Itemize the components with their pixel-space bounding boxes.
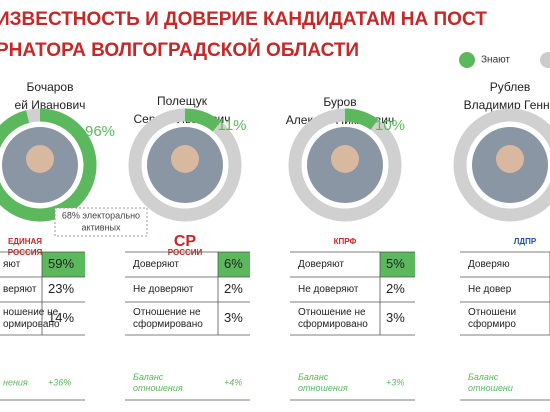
note: 68% электорально (62, 210, 140, 220)
row-label: яют (3, 259, 21, 270)
row-label: Не довер (468, 284, 512, 295)
row-value: 3% (386, 310, 405, 325)
row-label: веряют (3, 284, 37, 295)
donut-track (453, 108, 550, 222)
known-percent: 10% (375, 117, 405, 134)
row-value: 2% (386, 281, 405, 296)
row-label: Доверяю (468, 259, 510, 270)
candidate-name: Полещук (157, 94, 208, 108)
row-value: 3% (224, 310, 243, 325)
known-percent: 11% (218, 117, 247, 134)
balance-label: нения (3, 377, 28, 387)
balance-value: +36% (48, 377, 71, 387)
row-value: 2% (224, 281, 243, 296)
note-box (54, 207, 148, 237)
row-label: Доверяют (133, 259, 179, 270)
photo-face (171, 145, 199, 173)
candidate-name: Буров (323, 95, 356, 109)
balance-value: +4% (224, 377, 242, 387)
balance-value: +3% (386, 377, 404, 387)
row-label: сформировано (133, 318, 203, 330)
highlight-cell (380, 252, 415, 277)
party-logo: КПРФ (334, 237, 357, 246)
highlight-cell (218, 252, 250, 277)
donut-arc (0, 108, 97, 222)
balance-label: отношени (468, 383, 513, 393)
party-logo: СР (174, 233, 197, 250)
candidate-name: Рублев (490, 80, 531, 94)
donut-arc (344, 108, 379, 130)
title-line: ИЗВЕСТНОСТЬ И ДОВЕРИЕ КАНДИДАТАМ НА ПОСТ (0, 9, 487, 30)
row-label: сформиро (468, 318, 516, 330)
candidate-name: Бочаров (27, 80, 74, 94)
donut-arc (184, 108, 222, 132)
row-value: 14% (48, 310, 74, 325)
candidate-name: Владимир Генна (464, 98, 550, 112)
party-logo: РОССИЯ (8, 248, 43, 257)
row-label: Не доверяют (298, 284, 359, 295)
note: активных (82, 222, 121, 232)
row-label: Доверяют (298, 259, 344, 270)
legend-label: Знают (481, 55, 510, 66)
balance-label: Баланс (133, 372, 164, 382)
candidate-name: ей Иванович (15, 98, 86, 112)
photo-face (496, 145, 524, 173)
title-line: РНАТОРА ВОЛГОГРАДСКОЙ ОБЛАСТИ (0, 39, 359, 61)
row-value: 23% (48, 281, 74, 296)
row-value: 6% (224, 256, 243, 271)
balance-label: Баланс (468, 372, 499, 382)
row-value: 5% (386, 256, 405, 271)
row-label: ношение не (3, 307, 59, 318)
photo-face (26, 145, 54, 173)
row-label: Не доверяют (133, 284, 194, 295)
balance-label: отношения (298, 383, 348, 393)
highlight-cell (42, 252, 85, 277)
legend-swatch (540, 52, 550, 68)
row-label: сформировано (298, 318, 368, 330)
party-logo: ЕДИНАЯ (8, 237, 42, 246)
row-label: Отношение не (133, 307, 201, 318)
balance-label: отношения (133, 383, 183, 393)
row-value: 59% (48, 256, 74, 271)
known-percent: 96% (85, 123, 115, 140)
party-logo: ЛДПР (514, 237, 537, 246)
row-label: Отношение не (298, 307, 366, 318)
row-label: ормировано (3, 319, 60, 330)
row-label: Отношени (468, 307, 516, 318)
balance-label: Баланс (298, 372, 329, 382)
legend-swatch (459, 52, 475, 68)
photo-face (331, 145, 359, 173)
party-logo: РОССИИ (168, 248, 203, 257)
